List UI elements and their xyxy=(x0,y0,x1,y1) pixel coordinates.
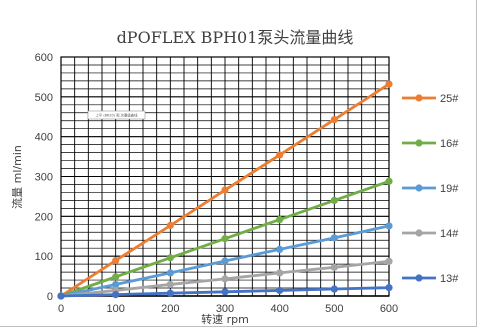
data-point xyxy=(276,215,284,224)
data-point xyxy=(330,196,338,204)
x-tick-label: 500 xyxy=(325,303,343,315)
data-point xyxy=(57,292,65,300)
data-point xyxy=(221,186,229,194)
data-point xyxy=(330,115,338,124)
x-tick-label: 100 xyxy=(106,303,124,315)
y-tick-label: 200 xyxy=(35,211,53,223)
data-point xyxy=(276,269,284,277)
legend-label: 25# xyxy=(440,93,459,105)
y-tick-label: 500 xyxy=(35,92,53,104)
y-tick-label: 300 xyxy=(35,172,53,184)
data-point xyxy=(166,280,174,289)
data-point xyxy=(330,234,338,242)
x-axis-label: 转速 rpm xyxy=(201,312,249,326)
data-point xyxy=(385,177,393,185)
x-tick-label: 400 xyxy=(270,303,288,315)
data-point xyxy=(166,254,174,262)
data-point xyxy=(385,284,393,292)
data-point xyxy=(166,269,174,277)
y-tick-label: 100 xyxy=(35,251,53,263)
data-point xyxy=(385,222,393,230)
annotation: 上平 (BR20) 和 次要级曲线 xyxy=(87,110,146,120)
x-tick-label: 200 xyxy=(161,303,179,315)
x-tick-label: 600 xyxy=(380,303,398,315)
legend-label: 14# xyxy=(440,228,459,240)
data-point xyxy=(112,273,120,281)
y-axis-label: 流量 ml/min xyxy=(10,145,24,209)
legend-swatch-marker xyxy=(415,94,423,102)
legend-swatch-marker xyxy=(415,274,423,282)
data-point xyxy=(276,151,284,159)
y-tick-label: 600 xyxy=(35,52,53,64)
annotation-box xyxy=(87,110,146,120)
data-point xyxy=(166,289,174,297)
legend-label: 19# xyxy=(440,183,459,195)
tick-labels: 0 100 200 300 400 500 600 0 100 200 300 400 500 600 xyxy=(35,52,399,315)
legend: 25# 16# 19# 14# 13# xyxy=(402,93,459,285)
data-point xyxy=(221,235,229,243)
data-point xyxy=(221,288,229,296)
data-point xyxy=(112,291,120,299)
data-point xyxy=(276,245,284,253)
legend-label: 13# xyxy=(440,273,459,285)
legend-swatch-marker xyxy=(415,139,423,147)
x-tick-label: 0 xyxy=(58,303,64,315)
legend-swatch-marker xyxy=(415,184,423,192)
legend-swatch-marker xyxy=(415,229,423,237)
data-point xyxy=(385,80,393,88)
legend-label: 16# xyxy=(440,138,459,150)
data-point xyxy=(330,285,338,293)
data-point xyxy=(166,221,174,230)
annotation-text: 上平 (BR20) 和 次要级曲线 xyxy=(96,112,139,117)
data-point xyxy=(221,275,229,283)
data-point xyxy=(221,257,229,265)
x-tick-label: 300 xyxy=(216,303,234,315)
y-tick-label: 400 xyxy=(35,132,53,144)
series-lines xyxy=(57,80,393,300)
data-point xyxy=(112,280,120,289)
data-point xyxy=(330,263,338,271)
data-point xyxy=(276,286,284,295)
data-point xyxy=(112,256,120,265)
y-tick-label: 0 xyxy=(47,291,53,303)
data-point xyxy=(385,257,393,265)
chart-title: dPOFLEX BPH01泵头流量曲线 xyxy=(117,28,354,47)
